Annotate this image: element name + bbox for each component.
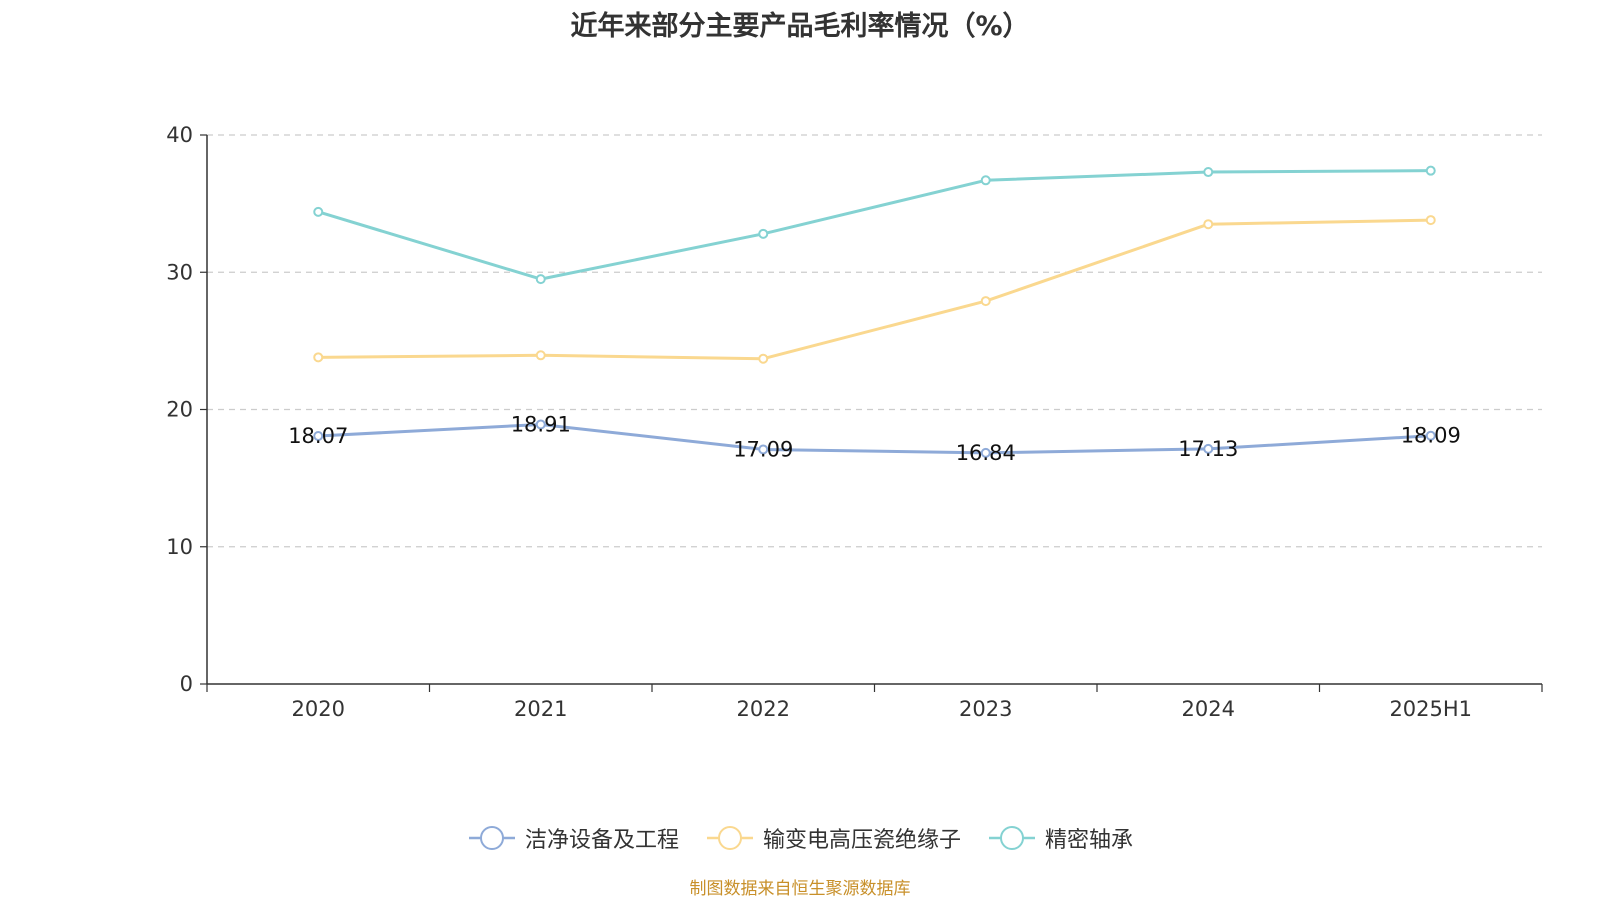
x-tick-label: 2021 bbox=[514, 697, 567, 721]
y-tick-label: 0 bbox=[180, 672, 193, 696]
data-point[interactable] bbox=[313, 352, 324, 363]
series-0 bbox=[313, 419, 1436, 458]
x-tick-label: 2020 bbox=[292, 697, 345, 721]
data-labels: 18.07 18.91 17.09 16.84 17.13 18.09 bbox=[288, 412, 1461, 464]
gridlines bbox=[207, 134, 1542, 548]
data-label: 18.07 bbox=[288, 424, 348, 448]
chart-title: 近年来部分主要产品毛利率情况（%） bbox=[570, 11, 1030, 42]
data-label: 17.09 bbox=[733, 437, 793, 461]
legend-marker-icon bbox=[989, 826, 1035, 850]
y-tick-label: 20 bbox=[166, 398, 193, 422]
x-tick-label: 2025H1 bbox=[1389, 697, 1472, 721]
data-point[interactable] bbox=[1425, 215, 1436, 226]
data-point[interactable] bbox=[313, 206, 324, 217]
x-tick-label: 2022 bbox=[737, 697, 790, 721]
series-line bbox=[316, 422, 1433, 455]
data-point[interactable] bbox=[535, 274, 546, 285]
series-lines bbox=[313, 165, 1436, 458]
legend-item-1[interactable]: 输变电高压瓷绝缘子 bbox=[705, 822, 961, 854]
legend-marker-icon bbox=[468, 826, 515, 850]
y-tick-label: 30 bbox=[166, 260, 193, 284]
data-label: 17.13 bbox=[1178, 437, 1238, 461]
data-point[interactable] bbox=[1203, 443, 1214, 454]
legend-item-0[interactable]: 洁净设备及工程 bbox=[467, 822, 679, 854]
data-point[interactable] bbox=[758, 353, 769, 364]
axes: 0 10 20 30 40 2020 2021 2022 2023 2024 2025H1 bbox=[166, 123, 1543, 721]
legend: 洁净设备及工程 输变电高压瓷绝缘子 精密轴承 bbox=[0, 818, 1600, 858]
data-label: 18.09 bbox=[1401, 424, 1461, 448]
data-point[interactable] bbox=[758, 228, 769, 239]
legend-item-2[interactable]: 精密轴承 bbox=[987, 822, 1133, 854]
y-tick-label: 40 bbox=[166, 123, 193, 147]
series-1 bbox=[313, 215, 1436, 364]
data-point[interactable] bbox=[980, 175, 991, 186]
data-point[interactable] bbox=[535, 419, 546, 430]
legend-label: 精密轴承 bbox=[1045, 828, 1134, 853]
data-point[interactable] bbox=[758, 444, 769, 455]
series-line bbox=[316, 218, 1433, 361]
legend-label: 洁净设备及工程 bbox=[524, 828, 679, 853]
data-label: 16.84 bbox=[956, 441, 1016, 465]
legend-marker-icon bbox=[706, 826, 753, 850]
data-point[interactable] bbox=[1203, 219, 1214, 230]
data-point[interactable] bbox=[535, 350, 546, 361]
source-note: 制图数据来自恒生聚源数据库 bbox=[689, 879, 911, 899]
data-point[interactable] bbox=[1425, 430, 1436, 441]
x-tick-label: 2024 bbox=[1182, 697, 1235, 721]
x-tick-label: 2023 bbox=[959, 697, 1012, 721]
data-point[interactable] bbox=[980, 296, 991, 307]
series-2 bbox=[313, 165, 1436, 285]
legend-label: 输变电高压瓷绝缘子 bbox=[762, 828, 961, 853]
data-point[interactable] bbox=[1203, 167, 1214, 178]
y-tick-label: 10 bbox=[166, 535, 193, 559]
data-point[interactable] bbox=[980, 447, 991, 458]
data-point[interactable] bbox=[1425, 165, 1436, 176]
data-label: 18.91 bbox=[511, 412, 571, 436]
series-line bbox=[316, 169, 1433, 281]
data-point[interactable] bbox=[313, 430, 324, 441]
